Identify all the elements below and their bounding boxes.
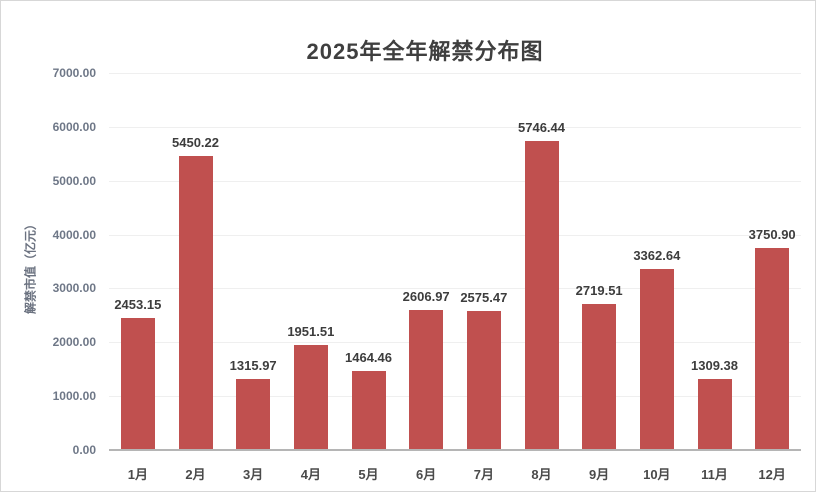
- y-tick-label: 6000.00: [52, 119, 96, 134]
- x-axis-ticks: 1月 2月 3月 4月 5月 6月 7月 8月 9月 10月 11月 12月: [109, 464, 801, 488]
- x-tick-label-12月: 12月: [758, 467, 786, 482]
- x-axis-line: [109, 449, 801, 451]
- bar-6月: [409, 309, 444, 450]
- gridline: [109, 73, 801, 74]
- bar-7月: [466, 311, 501, 450]
- x-tick-label-3月: 3月: [243, 467, 264, 482]
- gridline: [109, 234, 801, 236]
- bar-10月: [639, 268, 674, 450]
- value-label-9月: 2719.51: [575, 282, 623, 298]
- gridline: [109, 180, 801, 182]
- bar-12月: [755, 248, 790, 450]
- bar-4月: [293, 344, 328, 450]
- y-tick-label: 1000.00: [52, 389, 96, 404]
- bar-1月: [120, 317, 155, 450]
- value-label-6月: 2606.97: [402, 288, 450, 304]
- gridline: [109, 288, 801, 290]
- y-tick-label: 2000.00: [52, 335, 96, 350]
- value-label-1月: 2453.15: [114, 296, 162, 312]
- value-label-12月: 3750.90: [748, 227, 796, 242]
- bar-11月: [697, 379, 732, 450]
- value-label-3月: 1315.97: [229, 358, 277, 374]
- x-tick-label-5月: 5月: [358, 467, 379, 482]
- plot-area: 2453.15 5450.22 1315.97 1951.51 1464.46 2606.…: [109, 73, 801, 451]
- x-tick-label-9月: 9月: [589, 467, 610, 482]
- y-tick-label: 7000.00: [52, 66, 96, 80]
- x-tick-label-8月: 8月: [531, 467, 552, 482]
- x-tick-label-6月: 6月: [416, 467, 437, 482]
- gridline: [109, 126, 801, 128]
- bar-9月: [582, 303, 617, 450]
- x-tick-label-1月: 1月: [127, 467, 148, 482]
- y-tick-label: 5000.00: [52, 173, 96, 188]
- y-tick-label: 0.00: [72, 443, 96, 457]
- value-label-2月: 5450.22: [172, 135, 219, 151]
- x-tick-label-4月: 4月: [300, 467, 321, 482]
- gridline: [109, 396, 801, 398]
- x-tick-label-2月: 2月: [185, 467, 206, 482]
- chart-title: 2025年全年解禁分布图: [306, 39, 544, 64]
- bar-3月: [236, 379, 271, 450]
- x-tick-label-10月: 10月: [643, 467, 671, 482]
- bar-2月: [178, 156, 213, 450]
- bar-5月: [351, 371, 386, 450]
- y-tick-label: 3000.00: [52, 281, 96, 296]
- gridline: [109, 342, 801, 344]
- bar-8月: [524, 140, 559, 450]
- value-label-7月: 2575.47: [460, 290, 508, 306]
- value-label-10月: 3362.64: [633, 247, 681, 263]
- x-tick-label-11月: 11月: [701, 467, 728, 482]
- value-label-8月: 5746.44: [518, 119, 565, 135]
- y-axis-ticks: 0.00 1000.00 2000.00 3000.00 4000.00 5000.00 6…: [1, 1, 96, 491]
- y-tick-label: 4000.00: [52, 227, 96, 242]
- value-label-4月: 1951.51: [287, 323, 335, 339]
- x-tick-label-7月: 7月: [473, 467, 494, 482]
- value-label-5月: 1464.46: [345, 350, 392, 366]
- value-label-11月: 1309.38: [691, 358, 738, 374]
